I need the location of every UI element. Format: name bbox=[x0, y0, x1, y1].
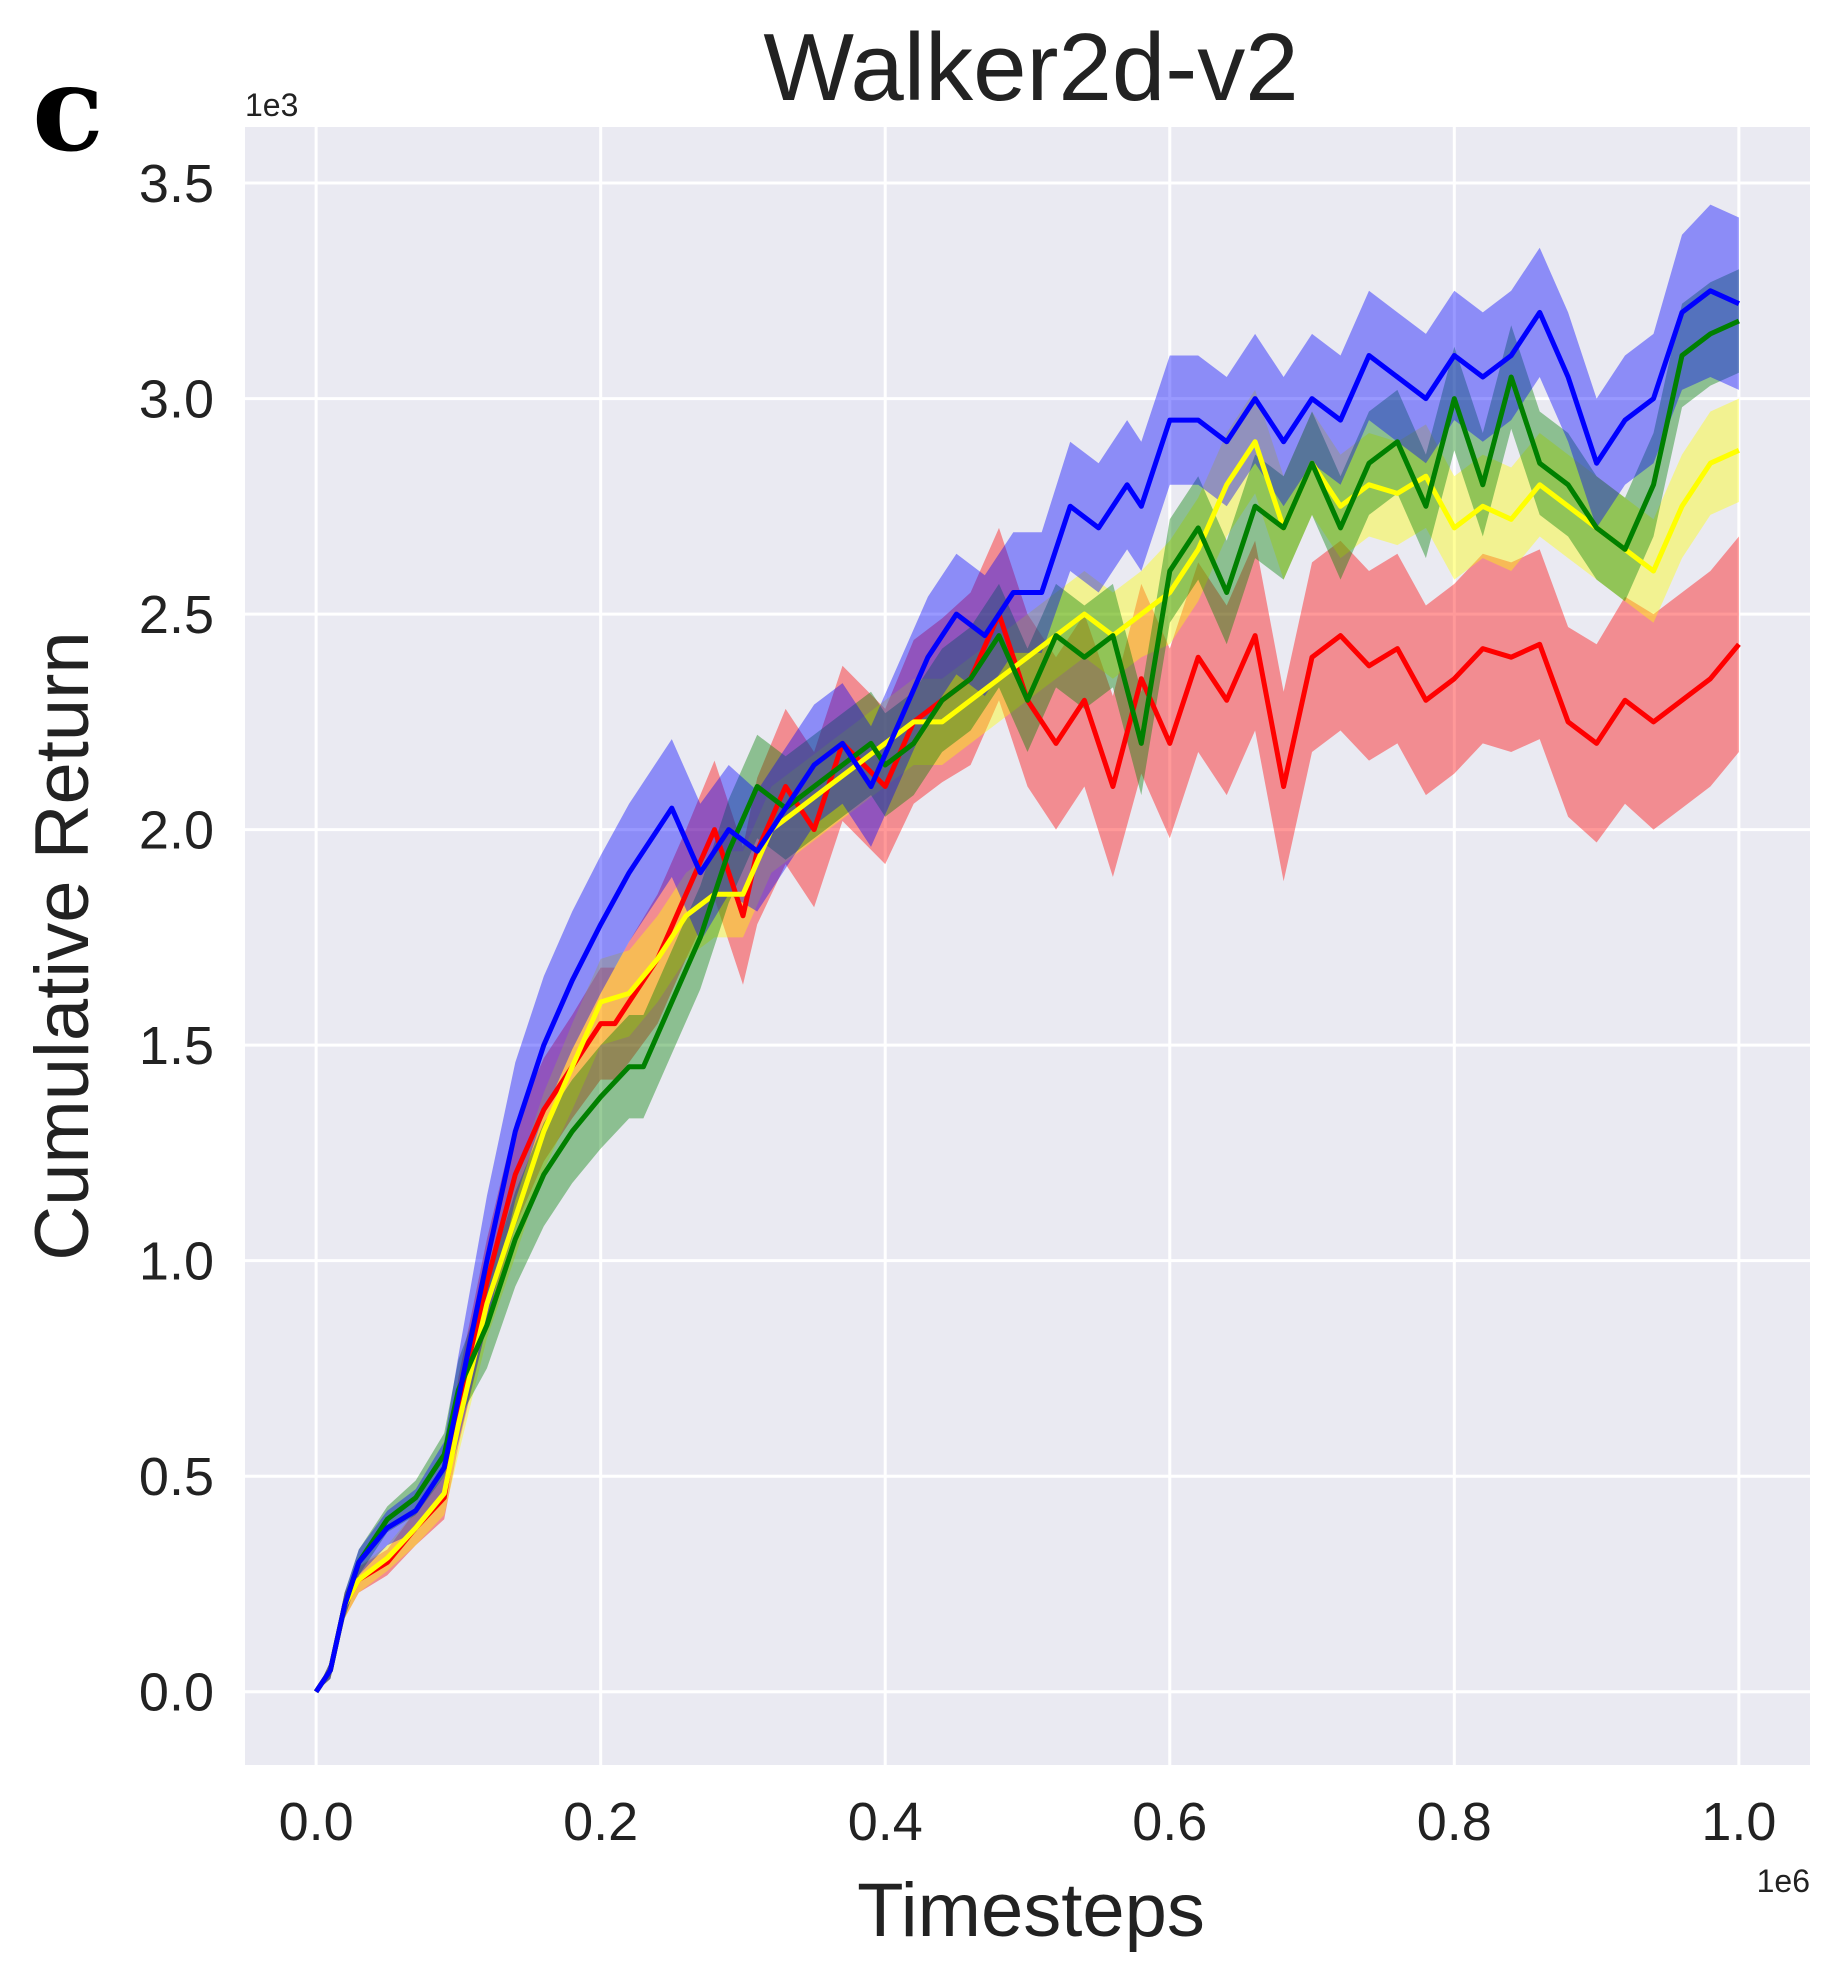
x-tick-label: 0.8 bbox=[1417, 1792, 1492, 1852]
x-tick-label: 0.2 bbox=[563, 1792, 638, 1852]
y-scale-label: 1e3 bbox=[245, 87, 298, 123]
y-tick-label: 1.0 bbox=[139, 1232, 214, 1292]
y-tick-label: 1.5 bbox=[139, 1016, 214, 1076]
y-tick-label: 3.0 bbox=[139, 370, 214, 430]
series-3-band bbox=[316, 204, 1739, 1692]
x-tick-label: 0.0 bbox=[279, 1792, 354, 1852]
x-tick-label: 0.6 bbox=[1132, 1792, 1207, 1852]
y-tick-label: 0.0 bbox=[139, 1663, 214, 1723]
y-tick-label: 2.0 bbox=[139, 801, 214, 861]
confidence-bands bbox=[316, 204, 1739, 1692]
chart-title: Walker2d-v2 bbox=[763, 14, 1298, 121]
series-1-band bbox=[316, 389, 1739, 1692]
x-scale-label: 1e6 bbox=[1757, 1863, 1810, 1899]
series-3-line bbox=[314, 288, 1740, 1694]
y-tick-label: 3.5 bbox=[139, 154, 214, 214]
series-0-line bbox=[314, 611, 1741, 1694]
series-2-line bbox=[314, 318, 1740, 1694]
x-axis-label: Timesteps bbox=[857, 1868, 1205, 1953]
x-tick-label: 0.4 bbox=[848, 1792, 923, 1852]
x-tick-label: 1.0 bbox=[1701, 1792, 1776, 1852]
y-tick-labels: 0.0 0.5 1.0 1.5 2.0 2.5 3.0 3.5 bbox=[139, 154, 214, 1723]
series-1-line bbox=[314, 439, 1740, 1694]
x-tick-labels: 0.0 0.2 0.4 0.6 0.8 1.0 bbox=[279, 1792, 1777, 1852]
y-tick-label: 2.5 bbox=[139, 585, 214, 645]
series-0-band bbox=[316, 527, 1739, 1692]
panel-label: c bbox=[32, 39, 104, 178]
y-axis-label: Cumulative Return bbox=[20, 631, 105, 1260]
y-tick-label: 0.5 bbox=[139, 1447, 214, 1507]
series-lines bbox=[314, 288, 1741, 1694]
